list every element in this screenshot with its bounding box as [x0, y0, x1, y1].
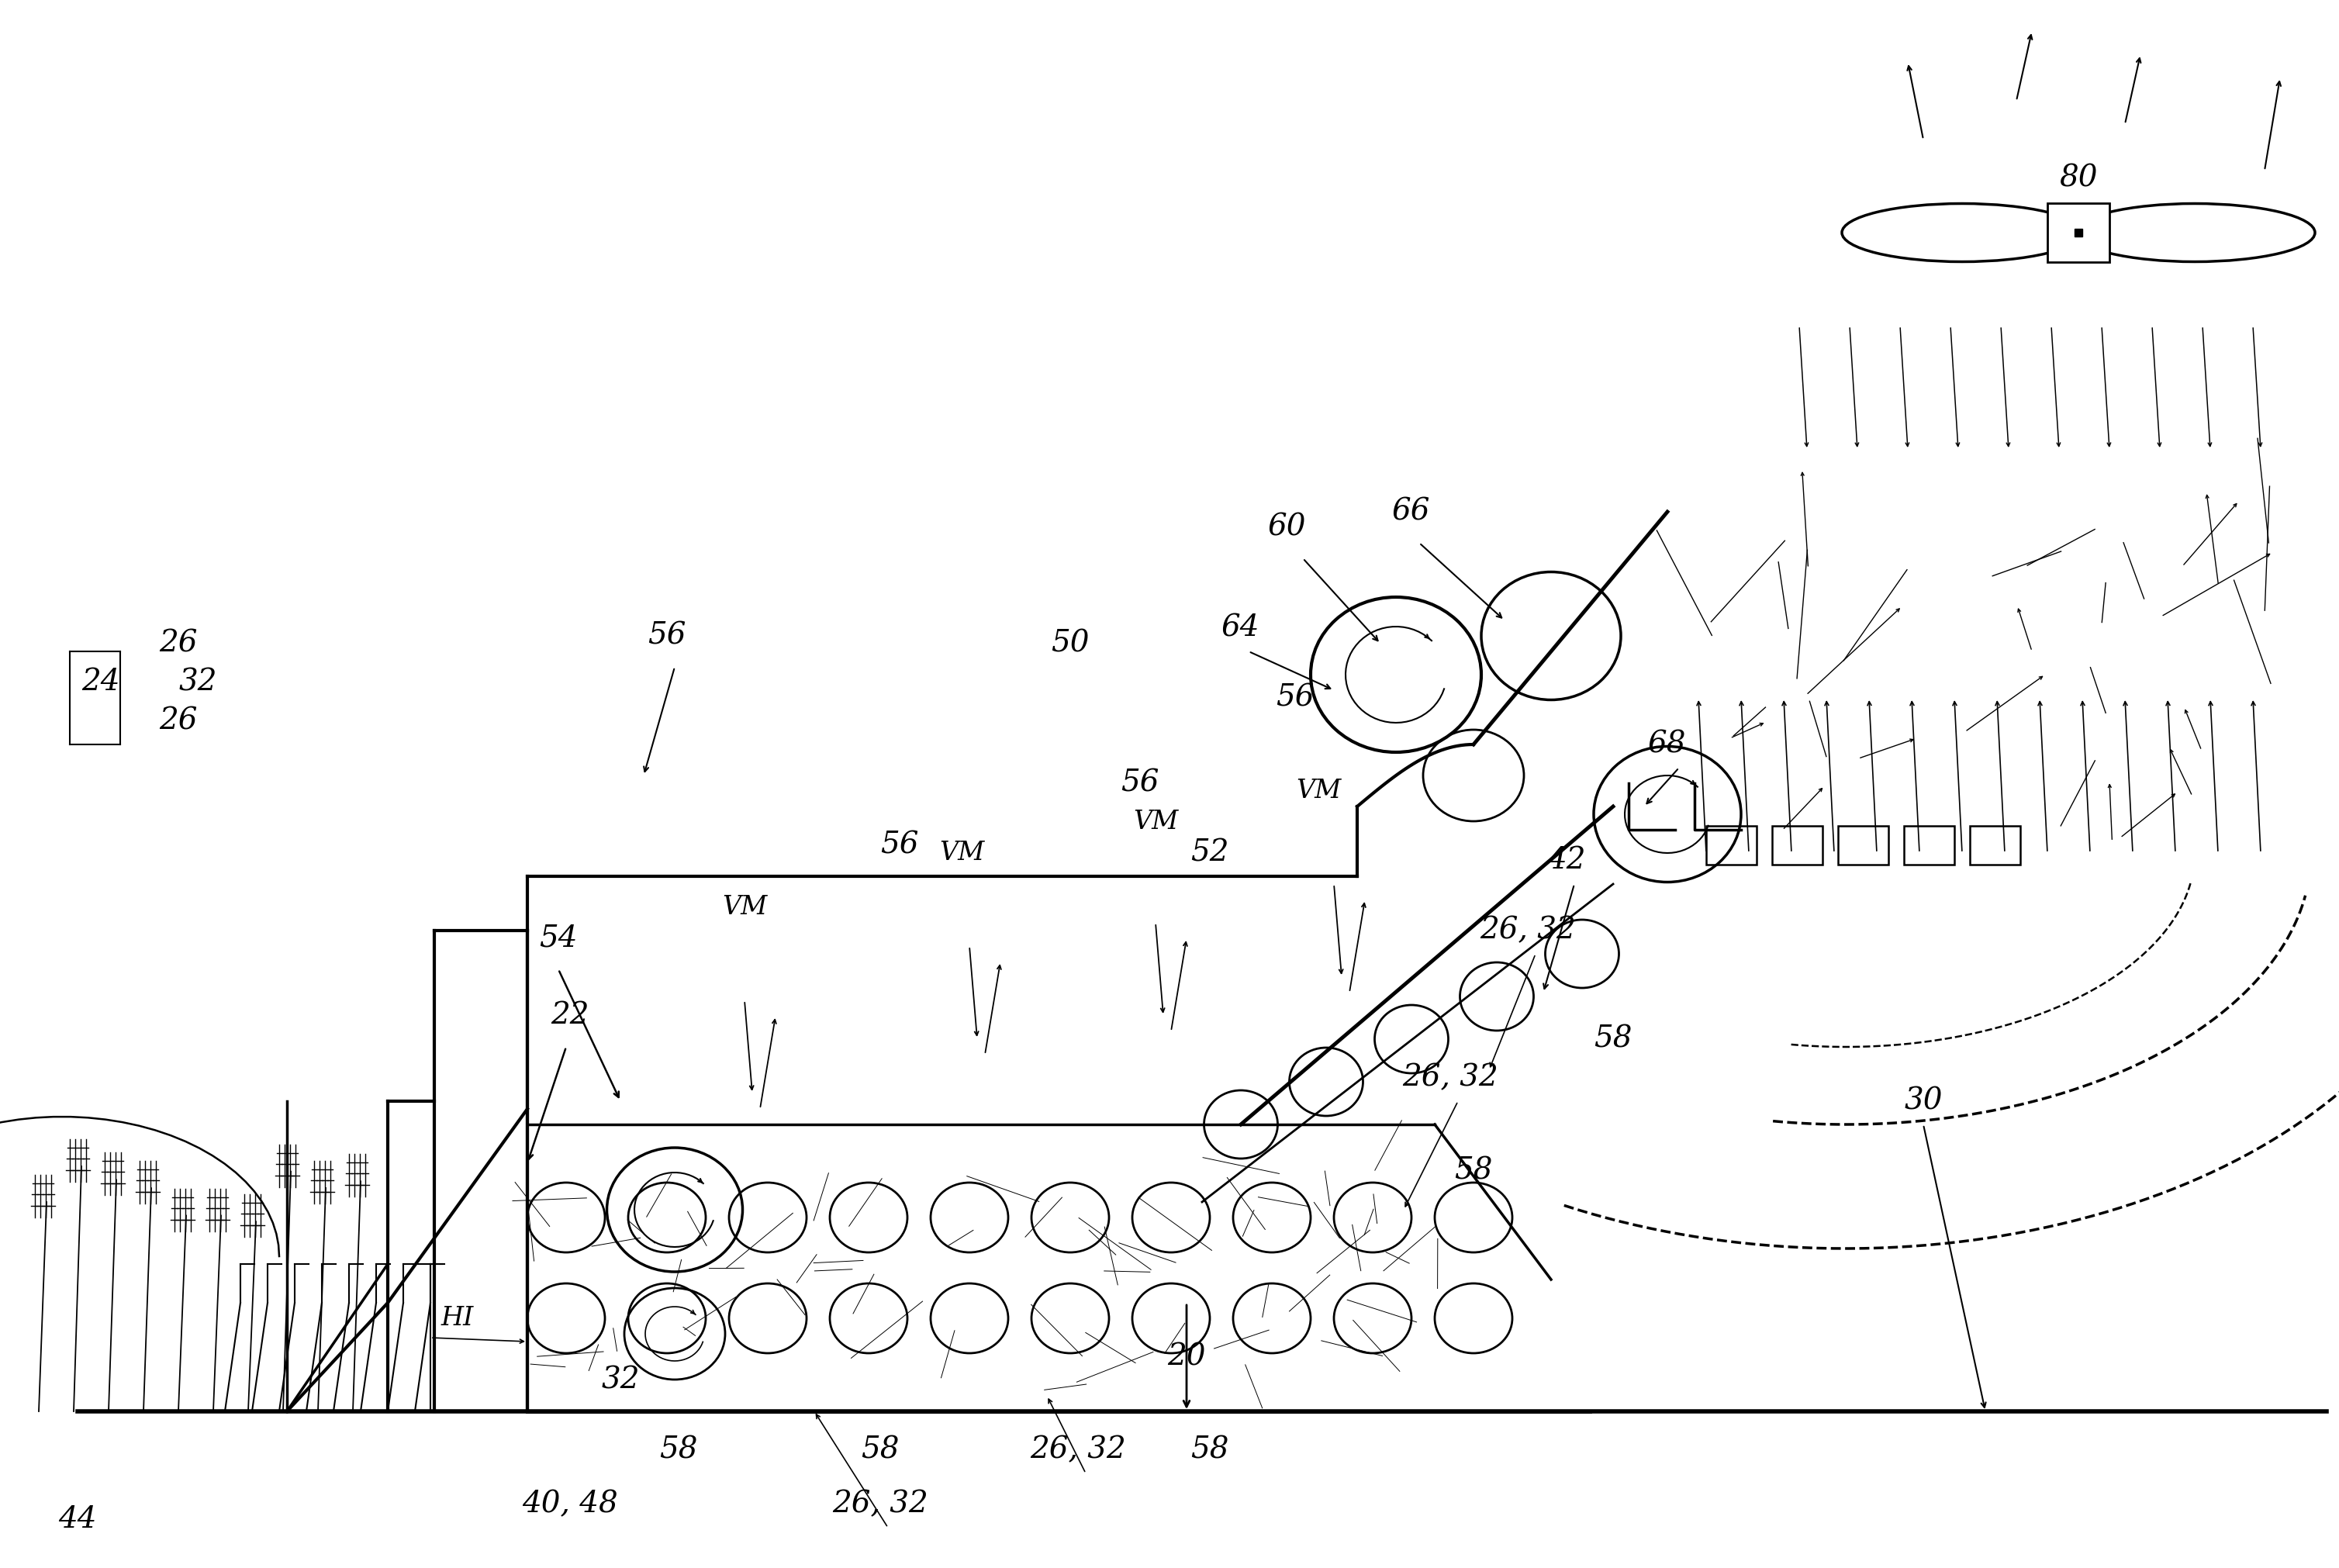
Text: 66: 66 — [1392, 497, 1431, 527]
Bar — [1969, 826, 2021, 864]
Text: 26: 26 — [159, 629, 196, 659]
Text: 26, 32: 26, 32 — [833, 1490, 929, 1519]
Text: VM: VM — [723, 895, 767, 920]
Text: 56: 56 — [648, 621, 685, 651]
Text: 54: 54 — [540, 924, 578, 953]
Text: 26, 32: 26, 32 — [1029, 1436, 1125, 1465]
Text: 32: 32 — [178, 668, 218, 696]
Text: 58: 58 — [1455, 1157, 1492, 1185]
Bar — [1773, 826, 1822, 864]
Text: 68: 68 — [1649, 731, 1686, 759]
Text: 32: 32 — [601, 1366, 639, 1394]
Text: VM: VM — [938, 840, 985, 866]
Text: 30: 30 — [1904, 1087, 1941, 1115]
Text: 58: 58 — [1191, 1436, 1228, 1465]
Text: 42: 42 — [1548, 847, 1586, 875]
Text: 40, 48: 40, 48 — [522, 1490, 617, 1519]
Bar — [1904, 826, 1955, 864]
Text: 22: 22 — [550, 1002, 589, 1030]
Text: 26, 32: 26, 32 — [1403, 1063, 1499, 1093]
Text: VM: VM — [1132, 809, 1179, 834]
Bar — [1705, 826, 1757, 864]
Text: 56: 56 — [1277, 684, 1315, 712]
Text: VM: VM — [1296, 779, 1340, 803]
Bar — [2047, 204, 2110, 262]
Text: 44: 44 — [58, 1505, 96, 1534]
Text: 56: 56 — [1120, 768, 1160, 798]
Text: HI: HI — [442, 1306, 475, 1331]
Text: 58: 58 — [861, 1436, 901, 1465]
Text: 58: 58 — [1593, 1025, 1633, 1054]
Bar — [1838, 826, 1888, 864]
Text: 60: 60 — [1268, 513, 1308, 541]
Text: 50: 50 — [1050, 629, 1090, 659]
Text: 64: 64 — [1221, 613, 1261, 643]
Text: 26, 32: 26, 32 — [1481, 916, 1576, 946]
Text: 26: 26 — [159, 707, 196, 735]
Text: 20: 20 — [1167, 1342, 1207, 1372]
Text: 58: 58 — [660, 1436, 697, 1465]
Text: 56: 56 — [879, 831, 919, 859]
Text: 24: 24 — [82, 668, 119, 696]
Text: 80: 80 — [2058, 165, 2098, 193]
Text: 52: 52 — [1191, 839, 1228, 867]
